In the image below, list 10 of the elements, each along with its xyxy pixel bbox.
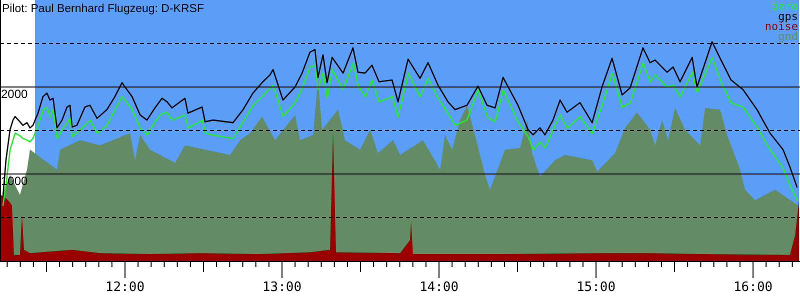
y-tick-label: 2000 (1, 86, 28, 101)
x-tick-label: 12:00 (105, 280, 145, 295)
text: gps (778, 10, 798, 23)
x-tick-label: 15:00 (576, 280, 616, 295)
x-tick-label: 13:00 (262, 280, 302, 295)
text: gnd (778, 30, 798, 43)
x-tick-label: 16:00 (733, 280, 773, 295)
text: noise (764, 20, 798, 33)
text: baro (772, 0, 798, 13)
x-tick-label: 14:00 (419, 280, 459, 295)
